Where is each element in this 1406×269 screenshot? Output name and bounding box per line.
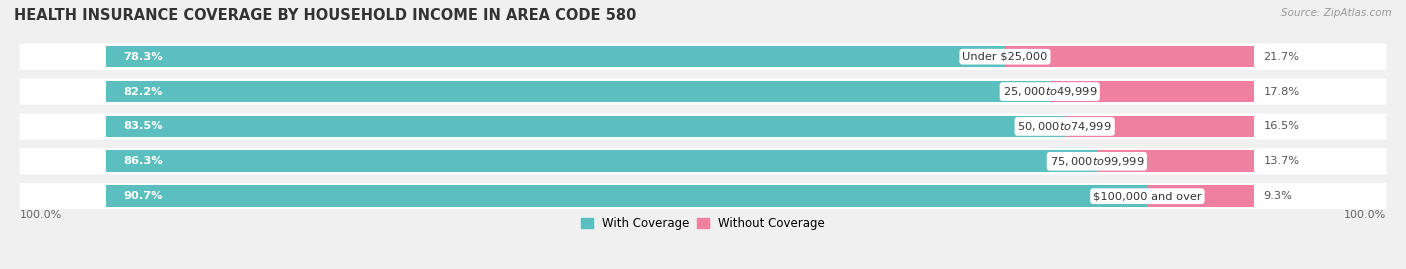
Text: 9.3%: 9.3% <box>1264 191 1292 201</box>
Text: $25,000 to $49,999: $25,000 to $49,999 <box>1002 85 1097 98</box>
Bar <box>1147 185 1254 207</box>
Legend: With Coverage, Without Coverage: With Coverage, Without Coverage <box>581 217 825 230</box>
Text: 100.0%: 100.0% <box>1344 210 1386 220</box>
Bar <box>1064 116 1254 137</box>
Text: 16.5%: 16.5% <box>1264 121 1299 132</box>
FancyBboxPatch shape <box>20 148 1386 174</box>
Bar <box>1050 81 1254 102</box>
Text: 86.3%: 86.3% <box>124 156 163 166</box>
Bar <box>105 116 1064 137</box>
Text: $50,000 to $74,999: $50,000 to $74,999 <box>1018 120 1112 133</box>
Text: 90.7%: 90.7% <box>124 191 163 201</box>
Bar <box>105 185 1147 207</box>
FancyBboxPatch shape <box>20 44 1386 70</box>
FancyBboxPatch shape <box>20 113 1386 140</box>
Text: 17.8%: 17.8% <box>1264 87 1299 97</box>
Text: 82.2%: 82.2% <box>124 87 163 97</box>
Bar <box>105 81 1050 102</box>
FancyBboxPatch shape <box>20 183 1386 209</box>
Bar <box>105 46 1005 68</box>
Text: 83.5%: 83.5% <box>124 121 163 132</box>
Text: 78.3%: 78.3% <box>124 52 163 62</box>
Text: $100,000 and over: $100,000 and over <box>1092 191 1202 201</box>
Text: 21.7%: 21.7% <box>1264 52 1299 62</box>
Text: Source: ZipAtlas.com: Source: ZipAtlas.com <box>1281 8 1392 18</box>
Text: Under $25,000: Under $25,000 <box>962 52 1047 62</box>
FancyBboxPatch shape <box>20 79 1386 105</box>
Text: $75,000 to $99,999: $75,000 to $99,999 <box>1050 155 1144 168</box>
Text: 100.0%: 100.0% <box>20 210 62 220</box>
Text: HEALTH INSURANCE COVERAGE BY HOUSEHOLD INCOME IN AREA CODE 580: HEALTH INSURANCE COVERAGE BY HOUSEHOLD I… <box>14 8 637 23</box>
Text: 13.7%: 13.7% <box>1264 156 1299 166</box>
Bar <box>1005 46 1254 68</box>
Bar <box>105 150 1097 172</box>
Bar <box>1097 150 1254 172</box>
